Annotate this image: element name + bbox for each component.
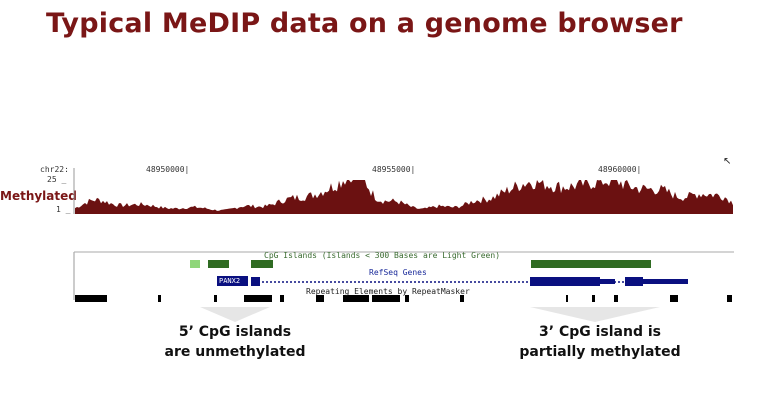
position-label: 48950000| xyxy=(146,165,190,174)
gene-utr xyxy=(643,279,688,284)
callout-line: 3’ CpG island is xyxy=(539,324,661,340)
cpg-island-light xyxy=(190,260,200,268)
slide-title: Typical MeDIP data on a genome browser xyxy=(46,8,683,39)
repeat-element xyxy=(566,295,568,302)
scale-min-label: 1 _ xyxy=(56,205,71,214)
callout-line: partially methylated xyxy=(519,344,681,360)
repeat-element xyxy=(158,295,161,302)
mouse-pointer-icon: ↖ xyxy=(723,156,732,167)
position-label: 48955000| xyxy=(372,165,416,174)
gene-name-label: PANX2 xyxy=(219,277,241,285)
repeat-element xyxy=(343,295,369,302)
callout-line: are unmethylated xyxy=(164,344,306,360)
gene-exon xyxy=(625,277,643,286)
cpg-island xyxy=(208,260,229,268)
refseq-track-title: RefSeq Genes xyxy=(369,268,427,277)
medip-signal xyxy=(75,180,733,214)
repeat-element xyxy=(75,295,107,302)
repeat-element xyxy=(614,295,618,302)
gene-exon xyxy=(530,277,600,286)
gene-name-box xyxy=(217,276,248,286)
callout-right: 3’ CpG island is partially methylated xyxy=(505,322,695,362)
scale-max-label: 25 _ xyxy=(47,175,67,184)
repeat-element xyxy=(244,295,272,302)
repeat-element xyxy=(727,295,732,302)
callout-left: 5’ CpG islands are unmethylated xyxy=(150,322,320,362)
callout-arrow-left xyxy=(200,307,270,322)
repeat-element xyxy=(214,295,217,302)
repeat-element xyxy=(316,295,324,302)
repeat-element xyxy=(372,295,384,302)
signal-track-label: Methylated xyxy=(0,189,77,203)
cpg-island xyxy=(251,260,273,268)
repeat-track-title: Repeating Elements by RepeatMasker xyxy=(306,287,470,296)
cpg-track-title: CpG Islands (Islands < 300 Bases are Lig… xyxy=(264,251,501,260)
repeat-element xyxy=(384,295,400,302)
repeat-element xyxy=(280,295,284,302)
repeat-element xyxy=(405,295,409,302)
cpg-island xyxy=(531,260,651,268)
gene-exon xyxy=(251,277,260,286)
position-label: 48960000| xyxy=(598,165,642,174)
repeat-element xyxy=(460,295,464,302)
repeat-element xyxy=(670,295,678,302)
gene-utr xyxy=(600,279,615,284)
chrom-label: chr22: xyxy=(40,165,69,174)
repeat-element xyxy=(592,295,595,302)
callout-arrow-right xyxy=(530,307,660,322)
callout-line: 5’ CpG islands xyxy=(178,324,292,340)
repeat-elements xyxy=(75,295,732,302)
